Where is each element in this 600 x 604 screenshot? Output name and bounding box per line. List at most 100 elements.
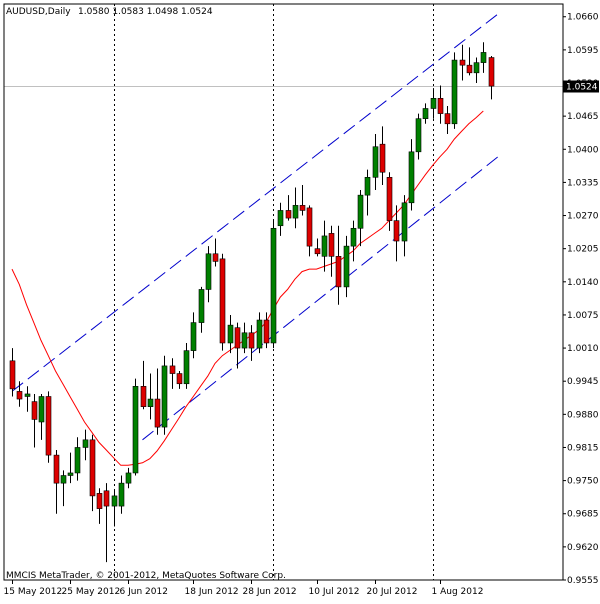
candle [386, 172, 393, 231]
x-tick-label: 18 Jun 2012 [185, 587, 239, 597]
candle [82, 429, 89, 461]
candle [132, 378, 139, 476]
y-tick-label: 1.0400 [567, 145, 599, 155]
candle [67, 452, 74, 484]
candle-body [24, 393, 31, 397]
chart-title: AUDUSD,Daily [6, 7, 71, 17]
y-tick-label: 0.9815 [567, 443, 599, 453]
candle-body [430, 98, 437, 109]
candle [24, 386, 31, 412]
x-tick-label: 1 Aug 2012 [432, 587, 484, 597]
candle [147, 373, 154, 420]
y-tick-label: 0.9750 [567, 477, 599, 487]
candle [140, 360, 147, 410]
candle-body [45, 396, 52, 456]
candle [212, 238, 219, 267]
candle [154, 368, 161, 435]
candle-body [147, 398, 154, 407]
candle [379, 126, 386, 185]
candle-body [466, 64, 473, 74]
candle-body [372, 146, 379, 178]
candle [190, 312, 197, 359]
candle-body [393, 220, 400, 242]
candle [488, 55, 495, 100]
candle [89, 434, 96, 512]
candle-body [125, 472, 132, 484]
y-tick-label: 1.0075 [567, 311, 599, 321]
candle [343, 235, 350, 298]
candle [430, 88, 437, 119]
y-tick-label: 1.0335 [567, 178, 599, 188]
y-tick-label: 1.0595 [567, 46, 599, 56]
candle-body [444, 113, 451, 125]
candle-body [89, 439, 96, 497]
candle-body [379, 143, 386, 173]
candle [408, 139, 415, 211]
x-tick-label: 25 May 2012 [62, 587, 121, 597]
candle [31, 393, 38, 448]
candle [350, 220, 357, 262]
ohlc-readout: 1.0580 1.0583 1.0498 1.0524 [78, 7, 213, 17]
plot-frame [3, 3, 564, 581]
candle-body [335, 256, 342, 288]
candle-body [31, 401, 38, 420]
candle-body [38, 396, 45, 423]
candle-body [386, 177, 393, 221]
candle-body [256, 319, 263, 349]
candle-body [60, 475, 67, 484]
candle [364, 169, 371, 216]
candle [38, 393, 45, 440]
candle [125, 467, 132, 489]
candle [422, 103, 429, 124]
candle-body [350, 227, 357, 247]
y-tick-label: 1.0465 [567, 112, 599, 122]
candle-body [328, 233, 335, 257]
candle-body [132, 386, 139, 474]
candle [53, 450, 60, 514]
candle [234, 322, 241, 369]
candle [277, 202, 284, 236]
candle-body [285, 210, 292, 219]
candle-body [314, 248, 321, 255]
y-tick-label: 1.0140 [567, 278, 599, 288]
candle [444, 105, 451, 134]
candle-body [96, 493, 103, 509]
candle-body [248, 332, 255, 349]
candle [393, 205, 400, 262]
y-tick-label: 0.9945 [567, 377, 599, 387]
candle-body [321, 235, 328, 257]
candle-body [16, 391, 23, 400]
candle [415, 113, 422, 160]
candle-body [357, 194, 364, 229]
candle-body [488, 57, 495, 87]
candle [111, 490, 118, 527]
candle [205, 246, 212, 303]
candle [16, 381, 23, 407]
candle-body [103, 490, 110, 507]
candle-body [67, 472, 74, 476]
candle [183, 342, 190, 389]
candle-body [415, 118, 422, 153]
candle-body [219, 258, 226, 344]
x-tick-label: 28 Jun 2012 [243, 587, 297, 597]
candle-body [408, 151, 415, 204]
x-tick-label: 20 Jul 2012 [367, 587, 418, 597]
candle [299, 184, 306, 216]
candle-body [299, 205, 306, 211]
y-tick-label: 0.9620 [567, 543, 599, 553]
x-tick-label: 15 May 2012 [4, 587, 63, 597]
candle-body [198, 289, 205, 323]
candle-body [343, 245, 350, 288]
candle [248, 325, 255, 361]
candle-body [401, 202, 408, 242]
y-tick-label: 0.9685 [567, 510, 599, 520]
candle [292, 187, 299, 229]
candle [118, 475, 125, 514]
candle [227, 314, 234, 354]
candle-body [451, 59, 458, 125]
candle [96, 488, 103, 524]
candle-body [74, 447, 81, 474]
candle-body [118, 482, 125, 507]
